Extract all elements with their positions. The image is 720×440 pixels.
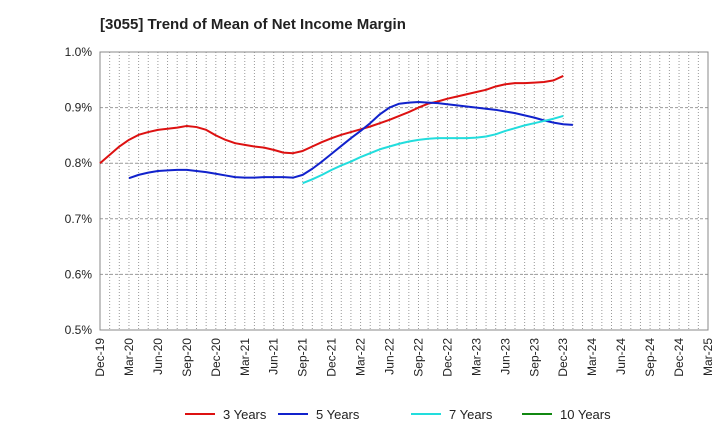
legend-label-3-years: 3 Years	[223, 407, 267, 422]
x-tick-label: Dec-24	[672, 338, 686, 377]
legend-label-10-years: 10 Years	[560, 407, 611, 422]
y-tick-label: 0.7%	[65, 212, 93, 226]
x-tick-label: Sep-23	[527, 338, 541, 377]
x-tick-label: Mar-23	[469, 338, 483, 376]
x-tick-label: Sep-20	[180, 338, 194, 377]
plot-border	[99, 51, 709, 331]
y-tick-label: 0.6%	[65, 267, 93, 281]
x-tick-label: Mar-25	[701, 338, 715, 376]
x-tick-label: Sep-21	[296, 338, 310, 377]
y-tick-label: 0.9%	[65, 101, 93, 115]
x-tick-label: Dec-19	[93, 338, 107, 377]
x-tick-label: Mar-21	[238, 338, 252, 376]
series-line-5-years	[128, 101, 573, 180]
legend-label-7-years: 7 Years	[449, 407, 493, 422]
chart-title: [3055] Trend of Mean of Net Income Margi…	[100, 16, 406, 33]
plot-area	[100, 52, 708, 330]
x-tick-label: Jun-21	[267, 338, 281, 375]
x-tick-label: Mar-24	[585, 338, 599, 376]
x-tick-label: Sep-24	[643, 338, 657, 377]
x-tick-label: Jun-23	[498, 338, 512, 375]
x-tick-label: Dec-23	[556, 338, 570, 377]
x-tick-label: Dec-21	[325, 338, 339, 377]
x-tick-label: Mar-22	[354, 338, 368, 376]
series-line-3-years	[99, 75, 564, 164]
x-tick-label: Mar-20	[122, 338, 136, 376]
y-tick-label: 0.5%	[65, 323, 93, 337]
x-tick-label: Dec-20	[209, 338, 223, 377]
x-tick-label: Sep-22	[411, 338, 425, 377]
x-tick-label: Dec-22	[440, 338, 454, 377]
y-tick-label: 1.0%	[65, 45, 93, 59]
x-tick-label: Jun-24	[614, 338, 628, 375]
x-tick-label: Jun-22	[383, 338, 397, 375]
series-line-7-years	[302, 114, 564, 185]
legend-label-5-years: 5 Years	[316, 407, 360, 422]
x-tick-label: Jun-20	[151, 338, 165, 375]
y-tick-label: 0.8%	[65, 156, 93, 170]
